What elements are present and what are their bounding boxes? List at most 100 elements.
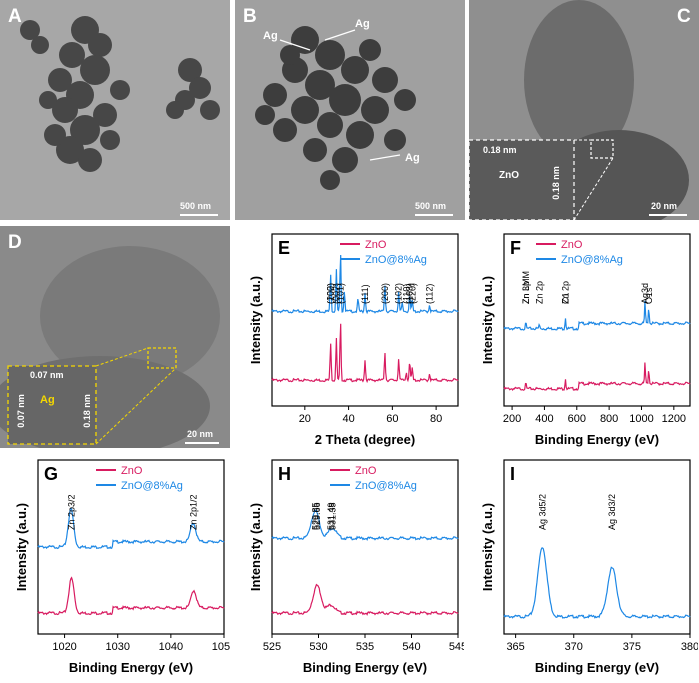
y-axis-label: Intensity (a.u.) [480,276,495,364]
series-line [503,300,691,331]
peak-annotation: (100) [326,283,336,304]
legend-label: ZnO [355,465,377,477]
c-inset-text-2: ZnO [499,170,519,181]
x-tick-label: 535 [356,641,374,653]
peak-annotation: (112) [425,284,435,304]
legend-label: ZnO [365,239,387,251]
legend-label: ZnO [561,239,583,251]
panel-label: I [510,464,515,484]
plot-frame [271,233,459,407]
peak-annotation: Zn 2p1/2 [189,494,199,530]
chart-panel-e: E 20 40 60 80 2 Theta (degree) Intensity (a.u.… [248,233,459,447]
peak-annotation: Zn 2p [534,281,544,304]
panel-label: F [510,238,521,258]
y-axis-label: Intensity (a.u.) [248,276,263,364]
x-axis-label: Binding Energy (eV) [535,432,659,447]
legend-label: ZnO@8%Ag [561,254,623,266]
ag-label-2: Ag [355,18,370,30]
scale-text-a: 500 nm [180,201,212,211]
panel-label: G [44,464,58,484]
peak-annotation: Ag 3d3/2 [607,494,617,530]
d-inset-text-2: Ag [40,394,55,406]
series-line [37,576,225,616]
x-tick-label: 60 [386,413,398,425]
peak-annotation: 529.85 [310,502,320,530]
peak-annotation: Ag 3d5/2 [537,494,547,530]
scale-text-b: 500 nm [415,201,447,211]
panel-label: E [278,238,290,258]
peak-annotation: 529.66 [312,502,322,530]
series-line [37,507,225,550]
tem-image-c [469,0,689,220]
peak-annotation: Zn 2p3/2 [66,494,76,530]
series-line [271,509,459,542]
ag-label-3: Ag [405,152,420,164]
x-tick-label: 1030 [105,641,129,653]
x-tick-label: 80 [430,413,442,425]
x-tick-label: 400 [535,413,553,425]
chart-panel-h: H 525 530 535 540 545 Binding Energy (eV) Inten… [248,459,464,675]
peak-annotation: Zn 2p [560,281,570,304]
series-line [271,583,459,616]
scale-bar-c [649,214,687,216]
x-tick-label: 40 [342,413,354,425]
peak-annotation: (102) [394,283,404,304]
peak-annotation: (200) [380,283,390,304]
peak-annotation: Zn 3p [521,281,531,304]
peak-annotation: (103) [405,283,415,304]
x-axis-label: Binding Energy (eV) [303,660,427,675]
tem-panel-c: C 0.18 nm ZnO 0.18 nm 20 nm [469,0,699,220]
panel-label: H [278,464,291,484]
c-inset-text-1: 0.18 nm [483,145,517,155]
panel-label-b: B [243,6,257,27]
y-axis-label: Intensity (a.u.) [14,503,29,591]
x-tick-label: 375 [623,641,641,653]
peak-annotation: 531.35 [327,502,337,530]
x-tick-label: 800 [600,413,618,425]
scale-bar-a [180,214,218,216]
peak-annotation: C1 [560,292,570,304]
plot-frame [503,459,691,635]
peak-annotation: (101) [335,283,345,304]
c-inset-text-3: 0.18 nm [550,166,561,200]
peak-annotation: O1s [644,287,654,304]
tem-panel-d: D 0.07 nm Ag 0.07 nm 0.18 nm 20 nm [0,226,230,448]
tem-image-b [255,26,416,190]
x-tick-label: 1000 [629,413,653,425]
peak-annotation: (110) [401,284,411,304]
x-tick-label: 530 [309,641,327,653]
tem-panel-b: B Ag Ag Ag 500 nm [235,0,465,220]
tem-panel-a: A 500 nm [0,0,230,220]
x-tick-label: 365 [506,641,524,653]
peak-annotation: (111) [360,284,370,304]
scale-bar-d [185,442,219,444]
x-tick-label: 525 [263,641,281,653]
panel-label-a: A [8,6,22,27]
tem-image-d [0,246,220,448]
scale-text-d: 20 nm [187,429,214,439]
x-tick-label: 540 [402,641,420,653]
x-tick-label: 380 [681,641,698,653]
legend-label: ZnO@8%Ag [355,480,417,492]
panel-label-c: C [677,6,691,27]
peak-annotation: (002) [331,283,341,304]
peak-annotation: 531.49 [326,502,336,530]
series-line [503,362,691,391]
d-inset-text-3: 0.07 nm [15,394,26,428]
peak-annotation: (202) [326,283,336,304]
x-tick-label: 20 [299,413,311,425]
y-axis-label: Intensity (a.u.) [248,503,263,591]
x-tick-label: 600 [568,413,586,425]
series-line [271,254,459,315]
panel-label-d: D [8,232,22,253]
tem-image-a [20,16,220,172]
peak-annotation: (220) [407,283,417,304]
x-tick-label: 370 [565,641,583,653]
legend-label: ZnO [121,465,143,477]
x-tick-label: 1200 [662,413,686,425]
series-line [503,547,691,619]
peak-annotation: Zn LMM [521,271,531,304]
d-inset-text-4: 0.18 nm [81,394,92,428]
x-tick-label: 1040 [159,641,183,653]
legend-label: ZnO@8%Ag [121,480,183,492]
